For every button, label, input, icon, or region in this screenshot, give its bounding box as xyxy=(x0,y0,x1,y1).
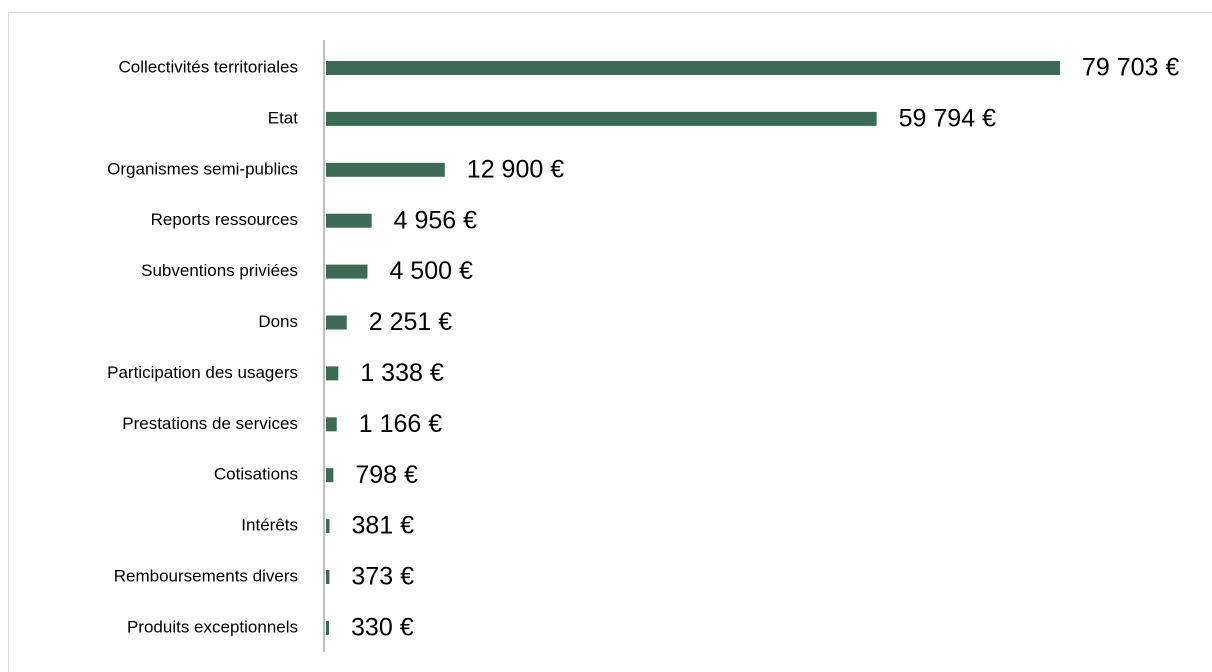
bar xyxy=(326,570,330,584)
value-label: 59 794 € xyxy=(899,105,996,133)
category-label: Dons xyxy=(258,312,298,331)
category-label: Intérêts xyxy=(241,516,298,535)
category-label: Participation des usagers xyxy=(107,363,298,382)
value-label: 79 703 € xyxy=(1082,54,1179,82)
category-label: Prestations de services xyxy=(122,414,298,433)
bar xyxy=(326,468,334,483)
category-label: Subventions priviées xyxy=(141,261,298,280)
bar xyxy=(326,519,330,534)
category-label: Reports ressources xyxy=(151,210,298,229)
bar xyxy=(326,417,337,432)
bar xyxy=(326,213,372,228)
category-label: Remboursements divers xyxy=(114,566,298,585)
value-label: 2 251 € xyxy=(369,308,453,336)
bar xyxy=(326,162,445,177)
bar xyxy=(326,264,368,279)
bar xyxy=(326,111,877,126)
chart-frame xyxy=(8,12,1212,672)
category-label: Cotisations xyxy=(214,465,298,484)
bar xyxy=(326,366,339,381)
value-label: 373 € xyxy=(351,563,414,591)
value-label: 798 € xyxy=(355,461,418,489)
bar xyxy=(326,620,330,635)
value-label: 381 € xyxy=(352,512,415,540)
value-label: 1 166 € xyxy=(359,410,443,438)
value-label: 1 338 € xyxy=(360,359,444,387)
category-label: Collectivités territoriales xyxy=(119,57,299,76)
value-label: 4 956 € xyxy=(394,206,478,234)
bar xyxy=(326,61,1060,75)
value-label: 12 900 € xyxy=(467,155,564,183)
value-label: 330 € xyxy=(351,614,414,642)
value-label: 4 500 € xyxy=(389,257,473,285)
category-label: Organismes semi-publics xyxy=(107,159,298,178)
category-label: Etat xyxy=(268,108,299,127)
category-label: Produits exceptionnels xyxy=(127,617,298,636)
bar xyxy=(326,315,347,330)
